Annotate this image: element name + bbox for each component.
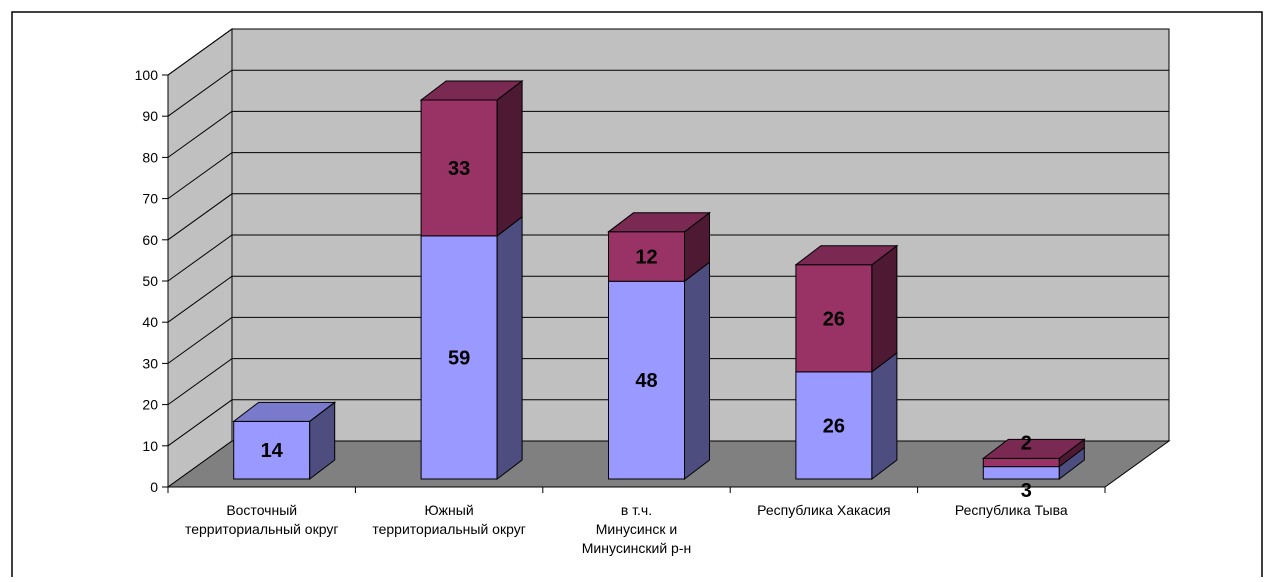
data-label: 14 (261, 440, 284, 462)
x-category-line: Республика Тыва (955, 502, 1068, 518)
x-category-line: территориальный округ (372, 521, 525, 537)
gridline (167, 234, 1169, 282)
gridline (167, 28, 1169, 76)
bar-segment: 48 (608, 261, 710, 481)
y-axis: 0 10 20 30 40 50 60 70 80 90 100 (135, 67, 169, 495)
x-category-label: Республика Тыва (955, 502, 1068, 518)
y-tick-label: 90 (142, 108, 158, 124)
y-tick-label: 60 (142, 232, 158, 248)
data-label: 26 (823, 415, 845, 437)
bar-side (871, 351, 898, 481)
x-category-label: Республика Хакасия (757, 502, 890, 518)
bar-segment: 14 (232, 401, 337, 481)
bar-side (684, 261, 710, 481)
bar-front (982, 466, 1060, 480)
data-label: 26 (823, 308, 845, 330)
bar-top (981, 438, 1086, 459)
bar-segment: 2 (981, 432, 1086, 468)
gridline (167, 152, 1169, 200)
bar-segment: 26 (795, 351, 898, 481)
gridline (167, 193, 1169, 241)
bar-side (496, 79, 523, 237)
gridline (167, 110, 1169, 158)
x-category-label: Восточный территориальный округ (185, 502, 338, 537)
y-tick-label: 0 (150, 479, 158, 495)
x-category-line: в т.ч. (621, 502, 652, 518)
y-tick-label: 10 (142, 438, 158, 454)
gridline (167, 69, 1169, 117)
data-label: 2 (1021, 432, 1032, 454)
bar-top (607, 212, 711, 233)
x-category-label: в т.ч. Минусинск и Минусинский р-н (582, 502, 691, 556)
y-tick-label: 20 (142, 397, 158, 413)
x-axis: Восточный территориальный округ Южный терри… (167, 486, 1106, 556)
y-tick-label: 100 (135, 67, 159, 83)
x-category-line: Восточный (226, 502, 297, 518)
bar-top (232, 401, 337, 422)
bar-top (794, 245, 899, 266)
bar-segment: 59 (420, 215, 523, 481)
data-label: 12 (635, 247, 657, 269)
bar-side (871, 244, 898, 373)
chart-border (11, 11, 1263, 577)
bar-front (982, 457, 1060, 468)
y-tick-label: 70 (142, 191, 158, 207)
data-label: 33 (448, 158, 470, 180)
x-category-line: территориальный округ (185, 521, 338, 537)
x-category-line: Республика Хакасия (757, 502, 890, 518)
data-label: 3 (1021, 480, 1032, 502)
y-tick-label: 30 (142, 355, 158, 371)
bar-side (496, 215, 523, 481)
x-category-line: Южный (425, 502, 474, 518)
data-label: 59 (448, 347, 470, 369)
x-category-line: Минусинск и (596, 521, 677, 537)
chart-bars: 14 59 33 48 12 26 26 3 2 (232, 79, 1086, 502)
x-category-label: Южный территориальный округ (372, 502, 525, 537)
bar-segment: 26 (794, 244, 899, 373)
x-category-line: Минусинский р-н (582, 540, 691, 556)
bar-segment: 12 (607, 211, 711, 283)
data-label: 48 (635, 370, 657, 392)
y-tick-label: 80 (142, 149, 158, 165)
bar-segment: 33 (419, 79, 524, 237)
bar-top (419, 80, 524, 101)
y-tick-label: 40 (142, 314, 158, 330)
y-tick-label: 50 (142, 273, 158, 289)
